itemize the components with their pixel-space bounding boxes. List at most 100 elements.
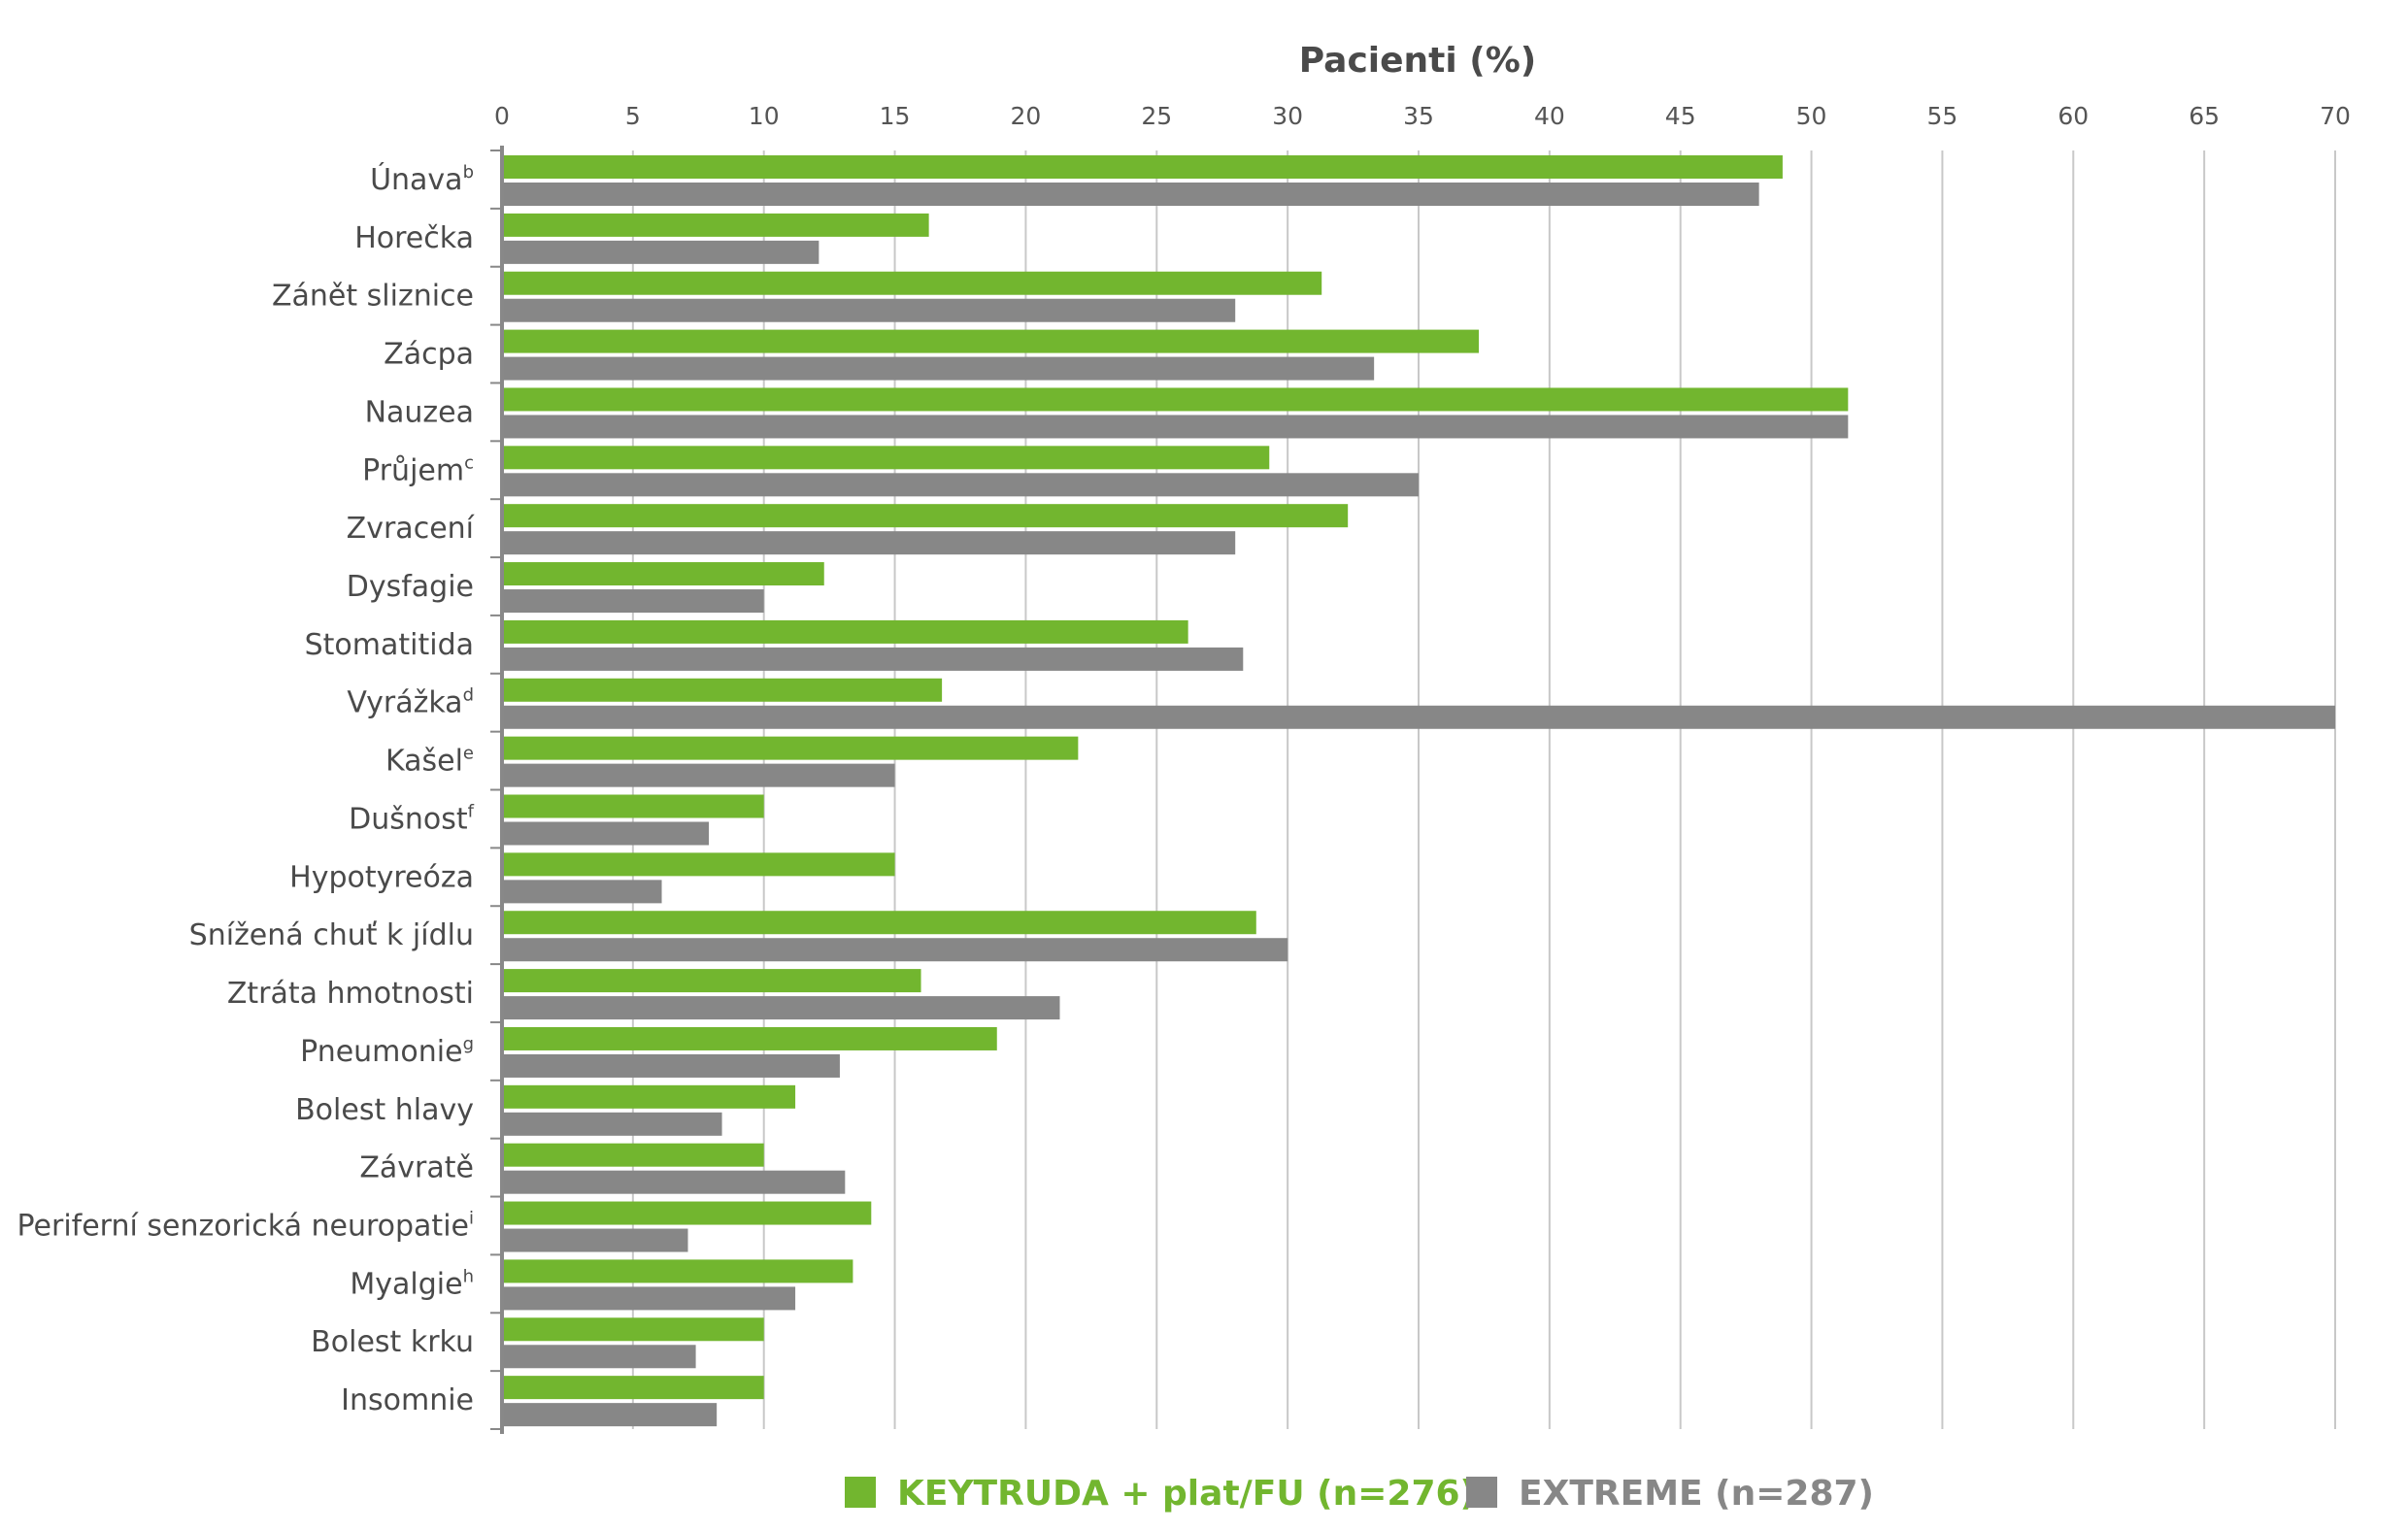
category-label: Periferní senzorická neuropatiei: [17, 1208, 475, 1243]
x-tick-label: 35: [1403, 102, 1434, 130]
footnote-marker: h: [463, 1266, 474, 1286]
x-tick-label: 55: [1927, 102, 1958, 130]
bar-keytruda: [502, 1084, 796, 1109]
category-label: Dušnostf: [349, 801, 475, 836]
category-label: Průjemc: [362, 452, 474, 487]
x-tick-label: 60: [2057, 102, 2089, 130]
category-label: Kašele: [385, 744, 474, 779]
bar-keytruda: [502, 1201, 872, 1225]
category-name: Závratě: [359, 1151, 474, 1185]
x-tick-label: 65: [2189, 102, 2220, 130]
footnote-marker: f: [468, 801, 475, 821]
category-label: Horečka: [354, 221, 474, 255]
footnote-marker: e: [463, 744, 474, 764]
bar-keytruda: [502, 736, 1079, 760]
bar-extreme: [502, 1170, 846, 1194]
category-name: Ztráta hmotnosti: [227, 977, 474, 1011]
legend-swatch: [845, 1477, 876, 1508]
category-name: Nauzea: [365, 395, 474, 429]
category-label: Myalgieh: [350, 1266, 474, 1301]
bar-extreme: [502, 473, 1419, 497]
category-label: Pneumonieg: [300, 1034, 474, 1069]
footnote-marker: g: [463, 1034, 474, 1054]
x-tick-label: 25: [1141, 102, 1172, 130]
footnote-marker: d: [463, 685, 474, 706]
category-label: Ztráta hmotnosti: [227, 977, 474, 1011]
legend-swatch: [1466, 1477, 1497, 1508]
category-name: Insomnie: [341, 1383, 474, 1417]
category-label: Zácpa: [384, 338, 474, 372]
category-name: Snížená chuť k jídlu: [189, 918, 474, 952]
category-name: Horečka: [354, 221, 474, 255]
bar-keytruda: [502, 794, 764, 818]
bar-keytruda: [502, 911, 1256, 935]
category-name: Vyrážka: [347, 686, 462, 720]
category-name: Kašel: [385, 745, 463, 779]
bar-keytruda: [502, 619, 1188, 644]
bar-extreme: [502, 1053, 840, 1078]
category-name: Myalgie: [350, 1267, 462, 1301]
legend-label: KEYTRUDA + plat/FU (n=276): [897, 1474, 1476, 1514]
category-labels: Únavab Horečka Zánět sliznice Zácpa Nauzea Pr…: [17, 161, 476, 1417]
bar-keytruda: [502, 271, 1322, 295]
x-tick-labels: 0 5 10 15 20 25 30 35 40 45 50 55 60 65 70: [494, 102, 2351, 130]
bar-extreme: [502, 1228, 688, 1252]
bar-keytruda: [502, 155, 1783, 179]
category-label: Dysfagie: [347, 570, 474, 604]
category-name: Pneumonie: [300, 1035, 462, 1069]
category-label: Zánět sliznice: [272, 280, 474, 314]
bar-extreme: [502, 938, 1288, 962]
bar-keytruda: [502, 678, 943, 702]
bar-extreme: [502, 531, 1236, 555]
category-name: Průjem: [362, 453, 464, 487]
bars: [502, 155, 2335, 1427]
bar-keytruda: [502, 1143, 764, 1167]
category-name: Dysfagie: [347, 570, 474, 604]
category-name: Zvracení: [347, 512, 476, 546]
x-tick-label: 40: [1534, 102, 1565, 130]
bar-keytruda: [502, 852, 895, 877]
bar-extreme: [502, 1112, 722, 1136]
bar-extreme: [502, 183, 1759, 206]
bar-extreme: [502, 240, 819, 264]
bar-keytruda: [502, 387, 1849, 412]
x-tick-label: 70: [2320, 102, 2351, 130]
category-label: Nauzea: [365, 395, 474, 429]
category-name: Únava: [370, 161, 463, 197]
bar-extreme: [502, 1286, 796, 1311]
category-label: Bolest krku: [311, 1325, 474, 1359]
bar-keytruda: [502, 1026, 997, 1050]
x-tick-label: 45: [1665, 102, 1696, 130]
category-label: Hypotyreóza: [289, 860, 474, 894]
bar-extreme: [502, 298, 1236, 322]
x-tick-label: 50: [1796, 102, 1827, 130]
bar-keytruda: [502, 969, 921, 993]
bar-extreme: [502, 356, 1375, 381]
axis-title: Pacienti (%): [1299, 41, 1537, 81]
bar-keytruda: [502, 1317, 764, 1342]
x-tick-label: 5: [625, 102, 641, 130]
bar-extreme: [502, 647, 1244, 671]
y-axis: [490, 146, 504, 1434]
x-tick-label: 15: [880, 102, 911, 130]
x-tick-label: 20: [1011, 102, 1042, 130]
bar-keytruda: [502, 1259, 853, 1283]
bar-keytruda: [502, 213, 929, 237]
bar-extreme: [502, 880, 662, 904]
footnote-marker: i: [469, 1208, 474, 1228]
category-name: Zánět sliznice: [272, 280, 474, 314]
legend-label: EXTREME (n=287): [1519, 1474, 1874, 1514]
category-label: Vyrážkad: [347, 685, 474, 720]
category-label: Stomatitida: [305, 628, 474, 662]
footnote-marker: c: [464, 452, 474, 473]
bar-extreme: [502, 763, 895, 787]
category-label: Zvracení: [347, 512, 476, 546]
bar-extreme: [502, 589, 764, 614]
bar-keytruda: [502, 446, 1270, 470]
category-name: Stomatitida: [305, 628, 474, 662]
category-label: Závratě: [359, 1151, 474, 1185]
legend: KEYTRUDA + plat/FU (n=276) EXTREME (n=287…: [845, 1474, 1874, 1514]
x-tick-label: 0: [494, 102, 510, 130]
bar-keytruda: [502, 329, 1480, 353]
bar-keytruda: [502, 1376, 764, 1400]
